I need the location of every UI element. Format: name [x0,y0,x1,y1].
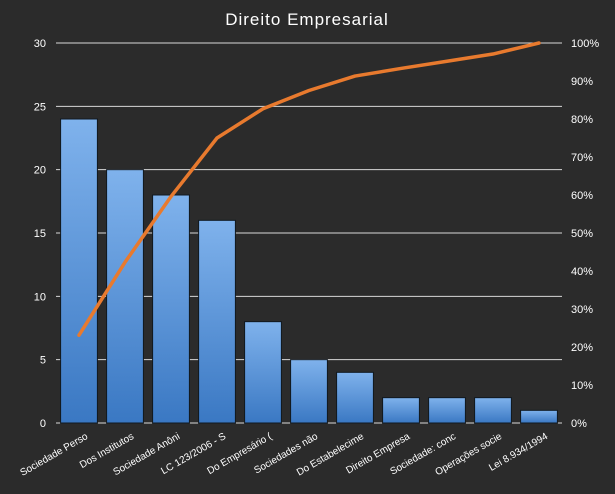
right-axis-tick-label: 40% [571,266,593,278]
cumulative-line-series [77,41,541,337]
bar [60,118,98,424]
left-axis-tick-label: 30 [34,38,46,50]
left-axis-tick-label: 0 [40,418,46,430]
left-axis-tick-label: 25 [34,101,46,113]
right-axis-tick-label: 30% [571,304,593,316]
bar-series [60,118,558,424]
bar [520,409,558,424]
bar [244,321,282,424]
right-axis-tick-label: 10% [571,380,593,392]
right-axis-tick-label: 70% [571,152,593,164]
right-axis-tick-label: 80% [571,114,593,126]
cumulative-line [77,41,541,337]
bar [336,371,374,424]
left-axis-tick-label: 10 [34,291,46,303]
chart-title: Direito Empresarial [225,10,389,29]
left-axis-ticks: 0 5 10 15 20 25 30 [34,38,46,430]
bar [152,194,190,424]
bar [106,169,144,424]
bar [428,397,466,424]
right-axis-tick-label: 100% [571,38,599,50]
left-axis-tick-label: 5 [40,355,46,367]
right-axis-ticks: 0% 10% 20% 30% 40% 50% 60% 70% 80% 90% 100% [571,38,599,430]
bar [382,397,420,424]
left-axis-tick-label: 15 [34,228,46,240]
right-axis-tick-label: 0% [571,418,587,430]
right-axis-tick-label: 20% [571,342,593,354]
right-axis-tick-label: 50% [571,228,593,240]
left-axis-tick-label: 20 [34,165,46,177]
bar [198,219,236,424]
right-axis-tick-label: 90% [571,76,593,88]
bar [290,359,328,424]
bar [474,397,512,424]
right-axis-tick-label: 60% [571,190,593,202]
